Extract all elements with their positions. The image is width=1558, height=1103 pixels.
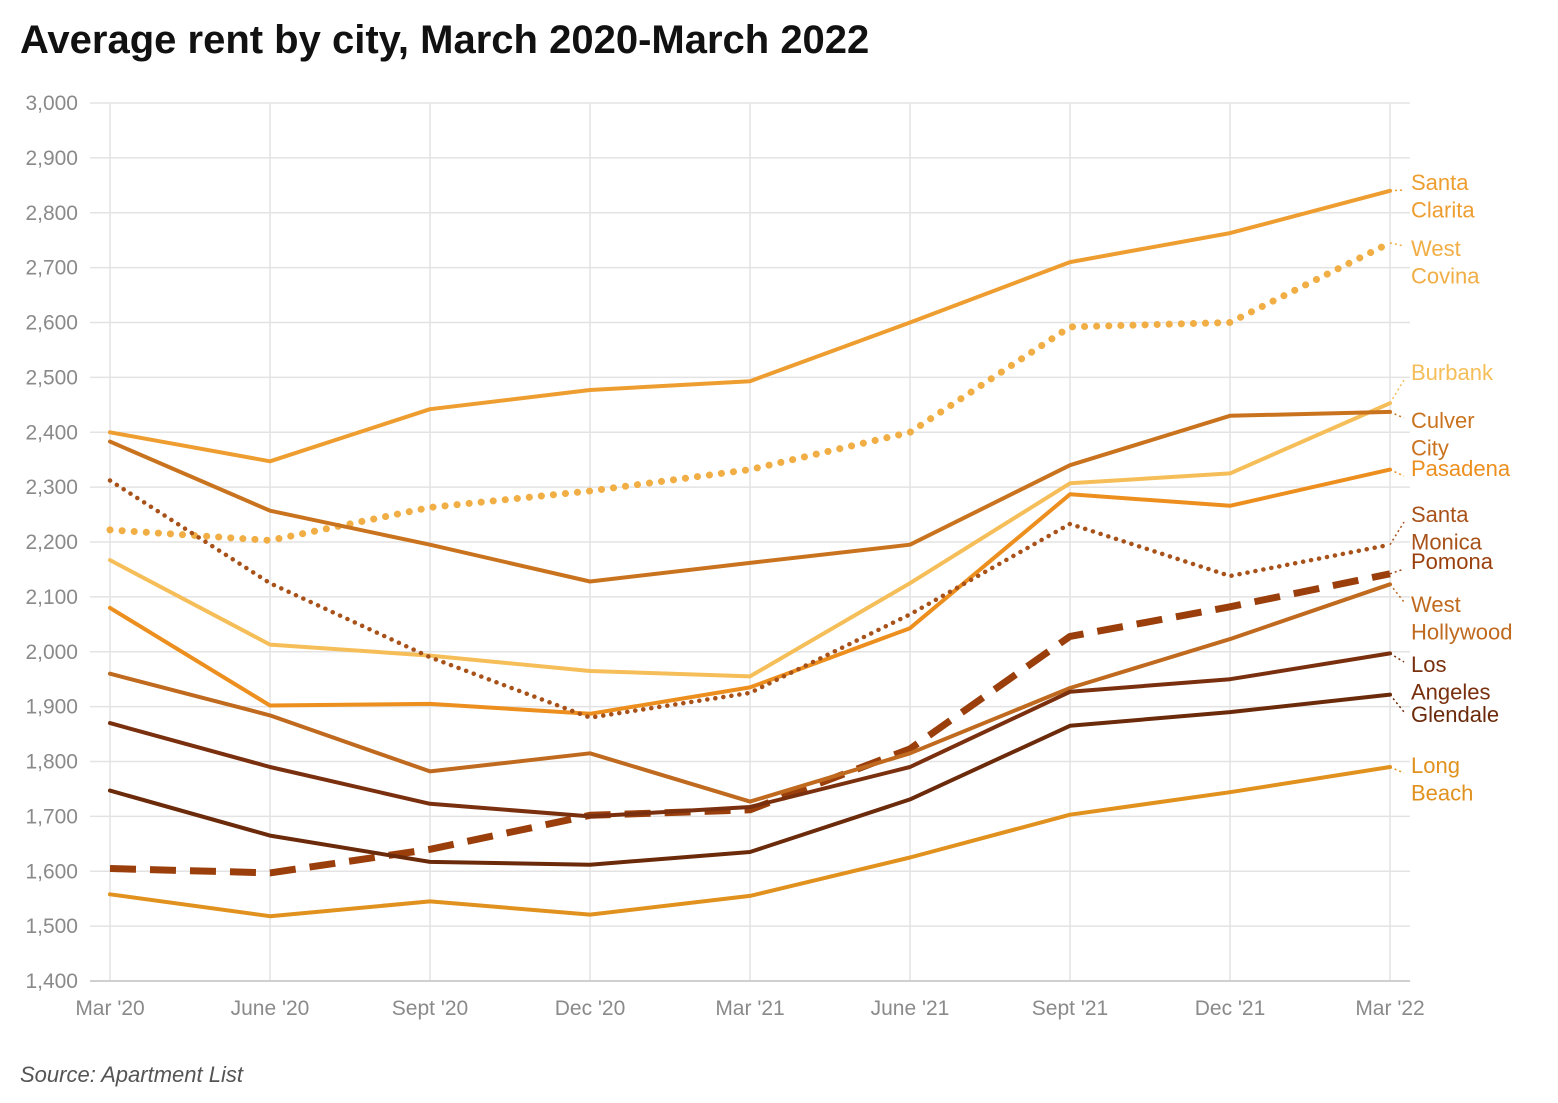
y-tick-label: 1,400 (25, 970, 78, 993)
y-tick-label: 2,300 (25, 476, 78, 499)
series-label-line: West (1411, 592, 1461, 617)
series-label-line: Pomona (1411, 549, 1494, 574)
series-label-long-beach: Long Beach (1411, 753, 1473, 806)
series-label-line: Monica (1411, 530, 1483, 555)
x-tick-label: Dec '20 (555, 997, 626, 1020)
series-line-culver-city (108, 409, 1392, 584)
y-tick-label: 1,900 (25, 696, 78, 719)
series-label-west-hollywood: West Hollywood (1411, 592, 1513, 645)
label-connector (1389, 242, 1405, 247)
label-connector (1389, 766, 1405, 774)
series-label-pasadena: Pasadena (1411, 456, 1511, 481)
series-label-line: Angeles (1411, 680, 1491, 705)
series-label-line: Long (1411, 753, 1460, 778)
label-connector (1389, 411, 1405, 419)
label-connector (1389, 568, 1405, 575)
label-connector (1389, 652, 1405, 663)
series-label-line: Covina (1411, 264, 1480, 289)
line-chart: 1,400 1,500 1,600 1,700 1,800 1,900 2,000 2,100… (25, 92, 1513, 1020)
x-tick-label: June '20 (231, 997, 310, 1020)
series-label-los-angeles: Los Angeles (1411, 652, 1491, 705)
x-tick-label: Dec '21 (1195, 997, 1266, 1020)
y-tick-label: 1,800 (25, 751, 78, 774)
series-line-santa-clarita (108, 188, 1392, 464)
series-line-burbank (108, 401, 1392, 679)
y-tick-label: 2,000 (25, 641, 78, 664)
series-label-line: Beach (1411, 781, 1473, 806)
y-tick-label: 2,700 (25, 257, 78, 280)
y-tick-label: 2,800 (25, 202, 78, 225)
y-tick-label: 2,500 (25, 366, 78, 389)
y-axis-ticks: 1,400 1,500 1,600 1,700 1,800 1,900 2,000 2,100… (25, 92, 78, 993)
series-line-west-covina (106, 239, 1394, 544)
series-label-line: Santa (1411, 170, 1469, 195)
series-label-line: Santa (1411, 502, 1469, 527)
label-connector (1389, 468, 1405, 477)
series-label-line: Burbank (1411, 360, 1494, 385)
gridlines (90, 102, 1410, 982)
series-label-line: Hollywood (1411, 620, 1513, 645)
series-label-burbank: Burbank (1411, 360, 1494, 385)
y-tick-label: 2,400 (25, 421, 78, 444)
series-line-pasadena (108, 467, 1392, 716)
x-tick-label: Mar '22 (1355, 997, 1424, 1020)
label-connector (1389, 694, 1405, 713)
series-label-line: Los (1411, 652, 1446, 677)
series-line-los-angeles (108, 651, 1392, 819)
series-line-pomona (109, 570, 1391, 877)
label-connector (1389, 379, 1405, 404)
x-tick-label: Mar '20 (75, 997, 144, 1020)
y-tick-label: 1,700 (25, 805, 78, 828)
y-tick-label: 1,600 (25, 860, 78, 883)
y-tick-label: 2,200 (25, 531, 78, 554)
series-label-santa-clarita: Santa Clarita (1411, 170, 1475, 223)
chart-title: Average rent by city, March 2020-March 2… (20, 18, 870, 62)
label-connector (1389, 189, 1405, 192)
series-label-santa-monica: Santa Monica (1411, 502, 1483, 555)
y-tick-label: 2,600 (25, 312, 78, 335)
series-line-santa-monica (107, 478, 1393, 720)
y-tick-label: 3,000 (25, 92, 78, 115)
series-line-west-hollywood (108, 582, 1392, 804)
series-label-line: Pasadena (1411, 456, 1511, 481)
series-lines (106, 188, 1394, 919)
y-tick-label: 1,500 (25, 915, 78, 938)
series-label-line: West (1411, 236, 1461, 261)
series-label-line: City (1411, 436, 1449, 461)
x-tick-label: Sept '20 (392, 997, 468, 1020)
series-line-glendale (108, 692, 1392, 867)
series-label-pomona: Pomona (1411, 549, 1494, 574)
series-line-long-beach (108, 765, 1392, 919)
source-note: Source: Apartment List (20, 1062, 243, 1087)
x-tick-label: Sept '21 (1032, 997, 1108, 1020)
y-tick-label: 2,900 (25, 147, 78, 170)
series-label-line: Clarita (1411, 198, 1475, 223)
series-label-west-covina: West Covina (1411, 236, 1480, 289)
x-tick-label: June '21 (871, 997, 950, 1020)
label-connector (1389, 583, 1405, 603)
series-label-line: Glendale (1411, 702, 1499, 727)
series-label-line: Culver (1411, 408, 1475, 433)
series-label-culver-city: Culver City (1411, 408, 1475, 461)
y-tick-label: 2,100 (25, 586, 78, 609)
series-label-glendale: Glendale (1411, 702, 1499, 727)
x-tick-label: Mar '21 (715, 997, 784, 1020)
x-axis-ticks: Mar '20 June '20 Sept '20 Dec '20 Mar '21 Jun… (75, 997, 1424, 1020)
